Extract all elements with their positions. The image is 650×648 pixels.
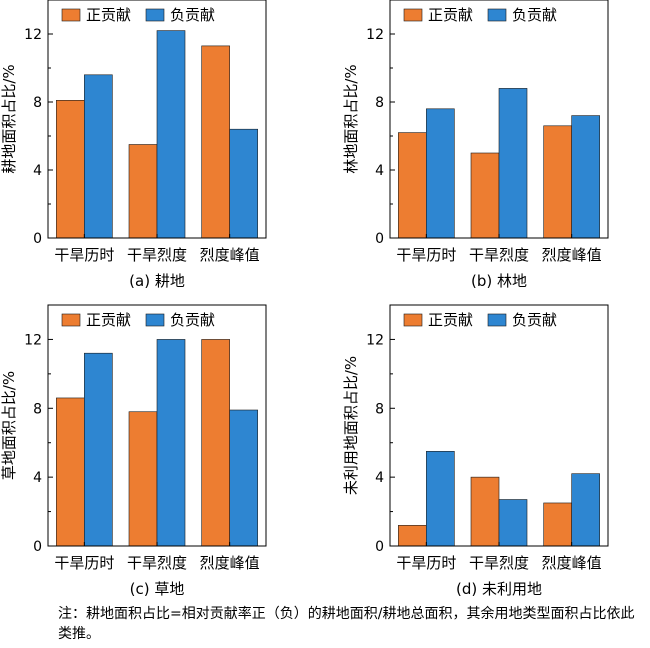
legend-swatch-2-1 [145, 313, 165, 327]
bar-3-0-1 [470, 476, 500, 547]
chart-panel-1: 0 4 8 12 干旱历时 干旱烈度 烈度峰值 (b) 林地 林地面积占比/% 正贡献 负贡献 [342, 0, 609, 290]
bar-0-0-1 [128, 144, 158, 239]
legend-label-0-0: 正贡献 [86, 6, 131, 24]
bar-1-1-0 [426, 108, 455, 239]
chart-panel-0: 0 4 8 12 干旱历时 干旱烈度 烈度峰值 (a) 耕地 耕地面积占比/% 正贡献 负贡献 [0, 0, 267, 290]
y-tick-label-1-1: 4 [375, 163, 384, 179]
bar-0-1-2 [229, 128, 258, 239]
bar-3-0-2 [543, 502, 572, 547]
legend-swatch-1-0 [403, 8, 423, 22]
panel-caption-3: (d) 未利用地 [456, 580, 542, 598]
legend-swatch-0-0 [61, 8, 81, 22]
panel-caption-0: (a) 耕地 [129, 272, 185, 290]
y-tick-label-3-2: 8 [375, 401, 384, 417]
legend-swatch-0-1 [145, 8, 165, 22]
y-tick-label-3-0: 0 [375, 539, 384, 555]
legend-swatch-2-0 [61, 313, 81, 327]
y-tick-label-3-3: 12 [366, 332, 384, 348]
bar-3-0-0 [398, 525, 427, 547]
x-tick-label-1-2: 烈度峰值 [542, 246, 602, 264]
x-tick-label-1-1: 干旱烈度 [469, 246, 529, 264]
y-tick-label-1-0: 0 [375, 231, 384, 247]
y-axis-label-1: 林地面积占比/% [342, 64, 360, 173]
bar-2-1-1 [156, 339, 186, 547]
legend-label-2-1: 负贡献 [170, 311, 215, 329]
y-tick-label-0-2: 8 [33, 95, 42, 111]
bar-2-1-2 [229, 409, 258, 547]
bar-0-0-0 [56, 100, 85, 239]
chart-panel-2: 0 4 8 12 干旱历时 干旱烈度 烈度峰值 (c) 草地 草地面积占比/% 正贡献 负贡献 [0, 304, 267, 598]
bar-2-0-1 [128, 411, 158, 547]
y-tick-label-2-3: 12 [24, 332, 42, 348]
legend-label-2-0: 正贡献 [86, 311, 131, 329]
x-tick-label-1-0: 干旱历时 [396, 246, 456, 264]
bar-3-1-2 [571, 473, 600, 547]
y-tick-label-1-3: 12 [366, 27, 384, 43]
x-tick-label-0-2: 烈度峰值 [200, 246, 260, 264]
bar-1-0-0 [398, 132, 427, 239]
y-tick-label-2-0: 0 [33, 539, 42, 555]
bar-0-1-1 [156, 30, 186, 239]
legend-label-1-1: 负贡献 [512, 6, 557, 24]
x-tick-label-0-0: 干旱历时 [54, 246, 114, 264]
x-tick-label-3-0: 干旱历时 [396, 554, 456, 572]
x-tick-label-2-1: 干旱烈度 [127, 554, 187, 572]
x-tick-label-3-2: 烈度峰值 [542, 554, 602, 572]
legend-label-1-0: 正贡献 [428, 6, 473, 24]
bar-1-1-2 [571, 115, 600, 239]
y-tick-label-1-2: 8 [375, 95, 384, 111]
x-tick-label-2-2: 烈度峰值 [200, 554, 260, 572]
x-tick-label-0-1: 干旱烈度 [127, 246, 187, 264]
legend-label-3-1: 负贡献 [512, 311, 557, 329]
y-tick-label-0-1: 4 [33, 163, 42, 179]
y-axis-label-3: 未利用地面积占比/% [342, 356, 360, 495]
bar-0-1-0 [84, 74, 113, 239]
bar-1-1-1 [498, 88, 528, 239]
y-axis-label-0: 耕地面积占比/% [0, 64, 18, 173]
bar-0-0-2 [201, 45, 230, 239]
bar-1-0-1 [470, 152, 500, 239]
bar-2-0-0 [56, 397, 85, 547]
bar-2-0-2 [201, 339, 230, 547]
legend-swatch-3-0 [403, 313, 423, 327]
figure-note: 注：耕地面积占比=相对贡献率正（负）的耕地面积/耕地总面积，其余用地类型面积占比… [58, 606, 635, 642]
y-tick-label-0-3: 12 [24, 27, 42, 43]
y-tick-label-0-0: 0 [33, 231, 42, 247]
panel-caption-1: (b) 林地 [471, 272, 527, 290]
panel-caption-2: (c) 草地 [130, 580, 185, 598]
y-tick-label-2-2: 8 [33, 401, 42, 417]
legend-swatch-1-1 [487, 8, 507, 22]
x-tick-label-2-0: 干旱历时 [54, 554, 114, 572]
y-axis-label-2: 草地面积占比/% [0, 371, 18, 480]
y-tick-label-3-1: 4 [375, 470, 384, 486]
bar-1-0-2 [543, 125, 572, 239]
legend-label-0-1: 负贡献 [170, 6, 215, 24]
x-tick-label-3-1: 干旱烈度 [469, 554, 529, 572]
chart-panel-3: 0 4 8 12 干旱历时 干旱烈度 烈度峰值(d) 未利用地 未利用地面积占比/% 正贡献 负贡… [342, 304, 609, 598]
bar-3-1-0 [426, 451, 455, 547]
legend-swatch-3-1 [487, 313, 507, 327]
bar-3-1-1 [498, 499, 528, 547]
y-tick-label-2-1: 4 [33, 470, 42, 486]
bar-2-1-0 [84, 352, 113, 547]
legend-label-3-0: 正贡献 [428, 311, 473, 329]
